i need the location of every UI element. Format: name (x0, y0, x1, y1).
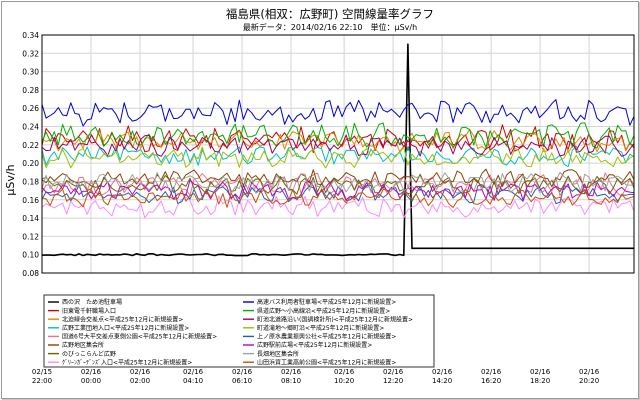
series-line (41, 188, 635, 208)
series-line (41, 168, 635, 189)
legend-label: 広野駅前広場<平成25年12月に新規設置> (257, 341, 372, 349)
y-axis-label: μSv/h (4, 164, 17, 195)
x-tick-date: 02/16 (481, 368, 502, 376)
legend-label: 町道滝地～郷町沿<平成25年12月に新規設置> (257, 324, 384, 332)
x-tick-time: 04:10 (183, 377, 203, 385)
series-line (41, 122, 635, 149)
series-line (41, 146, 635, 169)
x-tick-time: 18:20 (530, 377, 550, 385)
chart-title: 福島県(相双：広野町) 空間線量率グラフ (226, 7, 434, 21)
x-tick-date: 02/16 (130, 368, 151, 376)
x-tick-date: 02/16 (232, 368, 253, 376)
x-tick-time: 10:20 (334, 377, 354, 385)
series-line (41, 43, 634, 257)
series-line (41, 128, 635, 153)
y-tick-label: 0.16 (22, 196, 39, 205)
y-tick-label: 0.08 (22, 269, 39, 278)
legend-label: 広野工業団地入口<平成25年12月に新規設置> (62, 324, 189, 332)
y-tick-label: 0.20 (22, 159, 39, 168)
x-tick-time: 14:20 (432, 377, 452, 385)
legend-label: 上ノ原水農業振興公社<平成25年12月に新規設置> (257, 333, 396, 341)
x-tick-date: 02/16 (334, 368, 355, 376)
series-line (41, 99, 635, 127)
legend: 西の沢 ため池駐車場旧東電千軒職場入口北迫緑会交差点<平成25年12月に新規設置… (43, 294, 435, 368)
legend-label: 北迫緑会交差点<平成25年12月に新規設置> (62, 315, 183, 323)
legend-label: 町池北道路沿い(国調検針所)<平成25年12月に新規設置> (257, 315, 413, 323)
x-tick-date: 02/16 (530, 368, 551, 376)
plot-area-border (41, 34, 635, 274)
series-line (41, 145, 635, 168)
x-tick-date: 02/15 (32, 368, 52, 376)
x-tick-time: 02:00 (130, 377, 150, 385)
x-tick-date: 02/16 (81, 368, 102, 376)
x-tick-time: 22:00 (32, 377, 52, 385)
x-tick-date: 02/16 (281, 368, 302, 376)
x-tick-time: 00:00 (81, 377, 101, 385)
x-tick-time: 06:10 (232, 377, 252, 385)
x-tick-date: 02/16 (383, 368, 404, 376)
y-tick-label: 0.28 (22, 86, 39, 95)
series-line (41, 134, 635, 157)
y-tick-labels: 0.08 0.10 0.12 0.14 0.16 0.18 0.20 0.22 0.24 0.26… (22, 31, 39, 278)
x-tick-labels: 02/1522:0002/1600:0002/1602:0002/1604:10… (32, 368, 600, 385)
legend-label: 広野地区集会所 (62, 341, 104, 349)
y-tick-label: 0.22 (22, 141, 39, 150)
series-layer (41, 43, 635, 257)
x-tick-date: 02/16 (579, 368, 600, 376)
legend-label: 県道広野～小高線沿<平成25年12月に新規設置> (257, 307, 390, 315)
y-tick-label: 0.34 (22, 31, 39, 40)
legend-label: 旧東電千軒職場入口 (62, 307, 116, 315)
y-tick-label: 0.10 (22, 251, 39, 260)
x-tick-time: 16:20 (481, 377, 501, 385)
x-tick-time: 12:20 (383, 377, 403, 385)
y-tick-label: 0.32 (22, 49, 39, 58)
chart-subtitle: 最新データ：2014/02/16 22:10 単位：μSv/h (243, 22, 417, 32)
legend-label: 長畑地区集会所 (257, 350, 299, 358)
x-tick-time: 20:20 (579, 377, 599, 385)
legend-label: 西の沢 ため池駐車場 (62, 298, 122, 306)
y-tick-label: 0.12 (22, 232, 39, 241)
legend-label: 国道6号大平交差点東側公園<平成25年12月に新規設置> (62, 333, 217, 341)
legend-label: ｸﾞﾘｰﾝｶﾞｰﾃﾞﾝｽﾞ入口<平成25年12月に新規設置> (62, 358, 192, 366)
y-tick-label: 0.30 (22, 68, 39, 77)
x-tick-time: 08:10 (281, 377, 301, 385)
legend-label: 高速バス利用者駐車場<平成25年12月に新規設置> (257, 298, 396, 306)
legend-label: 山田浜資工業高前公園<平成25年12月に新規設置> (257, 358, 396, 366)
x-tick-date: 02/16 (432, 368, 453, 376)
legend-box (43, 294, 435, 368)
y-tick-label: 0.18 (22, 177, 39, 186)
series-line (41, 171, 635, 195)
legend-label: のびっこらんど広野 (62, 350, 116, 358)
series-line (41, 195, 635, 219)
y-tick-label: 0.26 (22, 104, 39, 113)
x-tick-date: 02/16 (183, 368, 204, 376)
y-tick-label: 0.14 (22, 214, 39, 223)
y-tick-label: 0.24 (22, 123, 39, 132)
